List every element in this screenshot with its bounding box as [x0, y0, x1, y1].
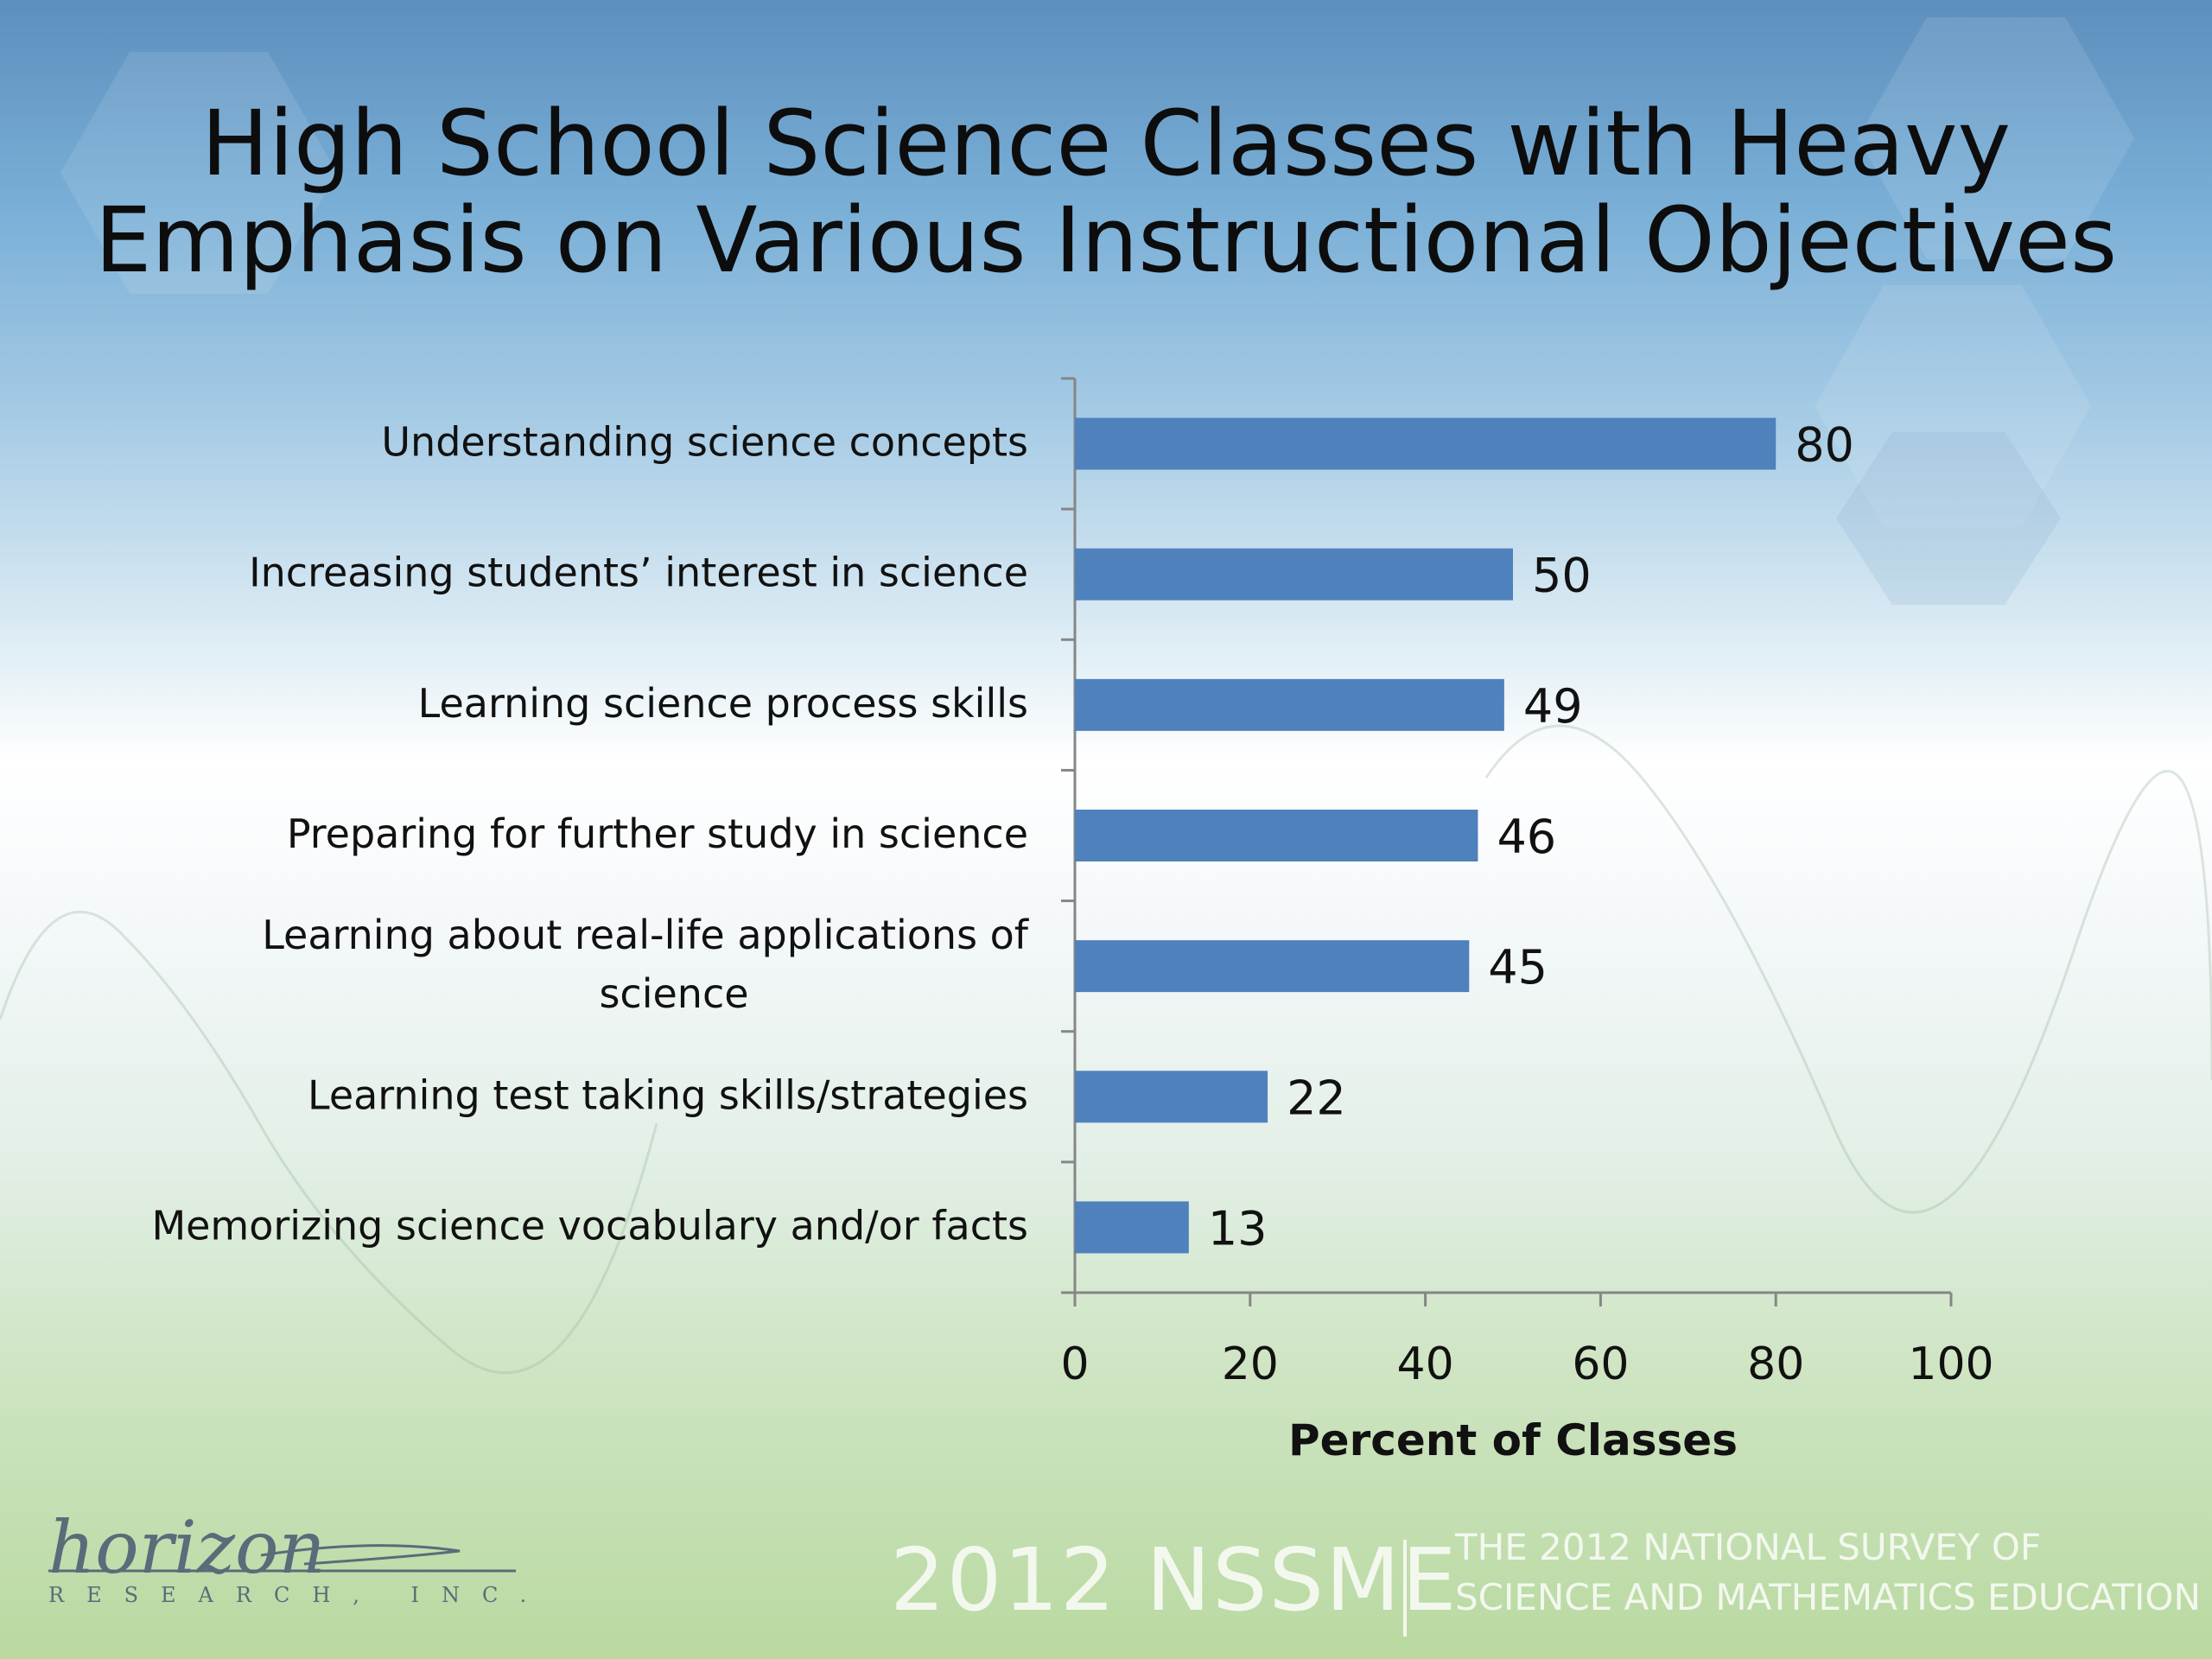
x-tick-label: 0 [1060, 1338, 1089, 1390]
category-label: Increasing students’ interest in science [249, 550, 1028, 596]
category-label: Preparing for further study in science [287, 810, 1028, 857]
footer-tagline: THE 2012 NATIONAL SURVEY OF SCIENCE AND … [1455, 1522, 2201, 1623]
category-label: Understanding science concepts [381, 419, 1028, 466]
bar [1075, 548, 1513, 601]
data-label: 46 [1497, 810, 1556, 864]
footer-tagline-line-2: SCIENCE AND MATHEMATICS EDUCATION [1455, 1576, 2201, 1618]
slide-title: High School Science Classes with Heavy E… [0, 95, 2212, 289]
x-tick-label: 40 [1397, 1338, 1454, 1390]
bar [1075, 1071, 1268, 1123]
data-label: 49 [1523, 679, 1583, 734]
category-label-line: Learning science process skills [418, 680, 1028, 727]
category-label: Learning about real-life applications of… [262, 912, 1030, 1017]
category-label: Memorizing science vocabulary and/or fac… [151, 1202, 1028, 1249]
category-label-line: science [599, 970, 748, 1017]
category-label-line: Learning about real-life applications of [262, 912, 1030, 958]
slide-title-line-2: Emphasis on Various Instructional Object… [94, 188, 2118, 293]
x-axis-title: Percent of Classes [1288, 1415, 1738, 1465]
category-label-line: Increasing students’ interest in science [249, 550, 1028, 596]
data-label: 50 [1532, 549, 1592, 603]
horizon-logo: horizon [48, 1505, 516, 1590]
footer-brand: 2012 NSSME [890, 1529, 1459, 1630]
bar [1075, 810, 1478, 861]
category-label-line: Learning test taking skills/strategies [308, 1071, 1028, 1118]
category-label-line: Understanding science concepts [381, 419, 1028, 466]
data-label: 80 [1795, 418, 1854, 473]
bar [1075, 678, 1504, 731]
category-label: Learning science process skills [418, 680, 1028, 727]
category-label-line: Preparing for further study in science [287, 810, 1028, 857]
slide-title-line-1: High School Science Classes with Heavy [200, 91, 2012, 196]
data-label: 13 [1208, 1201, 1268, 1255]
logo-subtitle: RESEARCH, INC. [48, 1583, 550, 1607]
category-label-line: Memorizing science vocabulary and/or fac… [151, 1202, 1028, 1249]
data-label: 22 [1287, 1071, 1346, 1125]
x-tick-label: 80 [1747, 1338, 1804, 1390]
category-label: Learning test taking skills/strategies [308, 1071, 1028, 1118]
bar [1075, 1201, 1189, 1254]
footer-separator [1403, 1540, 1407, 1637]
x-tick-label: 100 [1908, 1338, 1993, 1390]
bar [1075, 417, 1777, 470]
bar [1075, 940, 1470, 993]
x-tick-label: 20 [1222, 1338, 1279, 1390]
footer-tagline-line-1: THE 2012 NATIONAL SURVEY OF [1455, 1526, 2042, 1568]
logo-word: horizon [48, 1505, 326, 1590]
x-tick-label: 60 [1572, 1338, 1629, 1390]
data-label: 45 [1488, 940, 1548, 995]
